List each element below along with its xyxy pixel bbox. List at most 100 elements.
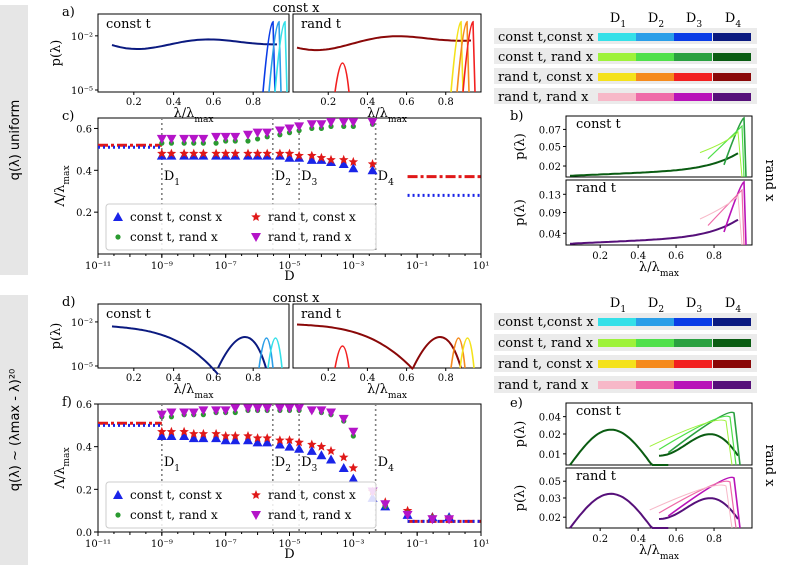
dist-title-rand-t: rand t — [301, 307, 342, 322]
triangle-down-marker — [252, 404, 263, 414]
legend-swatch — [674, 33, 712, 41]
legend-header-D4: D4 — [725, 11, 741, 30]
star-marker — [284, 148, 295, 158]
triangle-up-marker — [198, 433, 209, 443]
legend-swatch — [636, 339, 674, 347]
x-tick-label: 10⁻¹¹ — [85, 261, 111, 272]
star-marker — [243, 148, 253, 158]
vline-label-D2: D2 — [275, 455, 291, 474]
curve-rand-t-peak — [450, 337, 466, 369]
triangle-down-marker — [156, 134, 167, 144]
triangle-down-marker — [198, 134, 209, 144]
panel-label: b) — [510, 109, 523, 124]
x-tick-label: 0.6 — [399, 373, 415, 384]
curve-D3 — [723, 116, 747, 178]
triangle-down-marker — [316, 120, 327, 130]
x-tick-label: 0.6 — [205, 97, 221, 108]
triangle-down-marker — [367, 118, 378, 128]
star-marker — [262, 148, 272, 158]
y-tick-label: 0.02 — [539, 162, 561, 173]
star-marker — [367, 159, 378, 169]
legend-header-D3: D3 — [686, 11, 702, 30]
scatter-legend-label: rand t, const x — [268, 488, 356, 502]
triangle-up-marker — [284, 152, 295, 162]
y-tick-label: 0.09 — [539, 209, 561, 220]
legend-swatch — [674, 53, 712, 61]
y-tick-label: 0.13 — [539, 190, 561, 201]
curve-rand-t-peak — [459, 337, 475, 369]
triangle-up-marker — [284, 441, 295, 451]
x-axis-label: λ/λmax — [639, 260, 680, 279]
panel-label: c) — [62, 109, 74, 124]
star-marker — [230, 431, 240, 440]
triangle-down-marker — [338, 118, 349, 128]
triangle-down-marker — [166, 408, 177, 418]
x-tick-label: 0.8 — [706, 251, 722, 262]
triangle-up-marker — [326, 454, 337, 464]
x-tick-label: 0.8 — [245, 97, 261, 108]
star-marker — [316, 441, 327, 451]
legend-swatch — [674, 381, 712, 389]
series-rand-t-const-x — [157, 148, 378, 169]
panel-label: d) — [62, 295, 75, 310]
dist-panel: a) const x const t 0.2 0.4 0.6 0.8 λ/λmax rand t… — [49, 1, 482, 125]
triangle-down-marker — [284, 404, 295, 414]
triangle-up-marker — [367, 165, 378, 175]
star-marker — [220, 431, 231, 440]
x-axis-label: λ/λmax — [367, 106, 408, 125]
scatter-legend-box — [105, 481, 377, 529]
y-tick-label: 0.2 — [76, 485, 92, 496]
legend-swatch — [636, 33, 674, 41]
scatter-legend-label: rand t, rand x — [268, 508, 352, 522]
legend-swatch — [636, 381, 674, 389]
x-tick-label: 0.4 — [359, 97, 375, 108]
vline-label-D4: D4 — [378, 169, 394, 188]
x-tick-label: 0.4 — [630, 534, 646, 545]
y-tick-label: 10⁻² — [71, 318, 93, 329]
legend-swatch — [636, 318, 674, 326]
triangle-down-marker — [306, 120, 317, 130]
curve-const-t-peak — [267, 337, 283, 369]
x-tick-label: 10⁻⁷ — [215, 261, 237, 272]
x-tick-label: 0.2 — [126, 97, 142, 108]
x-tick-label: 0.8 — [438, 373, 454, 384]
dist-panel-title: const x — [273, 291, 321, 306]
vline-label-D3: D3 — [301, 455, 317, 474]
legend-swatch — [636, 53, 674, 61]
circle-marker — [254, 136, 261, 142]
y-tick-label: 0.05 — [539, 477, 561, 488]
right-box-title-top: const t — [576, 117, 622, 132]
triangle-up-marker — [113, 490, 123, 499]
triangle-down-marker — [348, 427, 359, 437]
curve-D4-right — [658, 497, 739, 520]
star-marker — [251, 212, 261, 221]
dist-title-const-t: const t — [106, 307, 152, 322]
x-tick-label: 10⁻⁹ — [151, 261, 173, 272]
x-axis-label: λ/λmax — [639, 543, 680, 562]
legend-swatch — [636, 73, 674, 81]
legend-row-label: rand t, const x — [498, 70, 594, 85]
triangle-up-marker — [316, 450, 327, 460]
x-axis-label: λ/λmax — [367, 382, 408, 401]
y-tick-label: 0.6 — [76, 124, 92, 135]
x-tick-label: 0.4 — [166, 373, 182, 384]
panel-label: f) — [62, 395, 72, 410]
legend-swatch — [636, 93, 674, 101]
curve-D1 — [699, 130, 743, 178]
scatter-panel: f) 10⁻¹¹ 10⁻⁹ 10⁻⁷ 10⁻⁵ 10⁻³ 10⁻¹ 10¹ D 0.0 0.2 0.4… — [53, 395, 489, 562]
legend-swatch — [713, 381, 751, 389]
legend-row-label: rand t, rand x — [498, 378, 589, 393]
star-marker — [157, 426, 167, 436]
legend-swatch — [674, 318, 712, 326]
triangle-up-marker — [156, 431, 167, 440]
triangle-down-marker — [230, 132, 241, 142]
legend-swatch — [713, 73, 751, 81]
triangle-down-marker — [274, 404, 285, 414]
legend-header-D3: D3 — [686, 296, 702, 315]
legend-table: D1 D2 D3 D4 const t,const x const t, rand x ra… — [494, 296, 757, 393]
x-tick-label: 0.8 — [706, 534, 722, 545]
right-panel-side-title: rand x — [762, 444, 777, 487]
y-axis-label: p(λ) — [49, 323, 64, 350]
x-tick-label: 0.8 — [438, 97, 454, 108]
triangle-down-marker — [444, 515, 455, 525]
